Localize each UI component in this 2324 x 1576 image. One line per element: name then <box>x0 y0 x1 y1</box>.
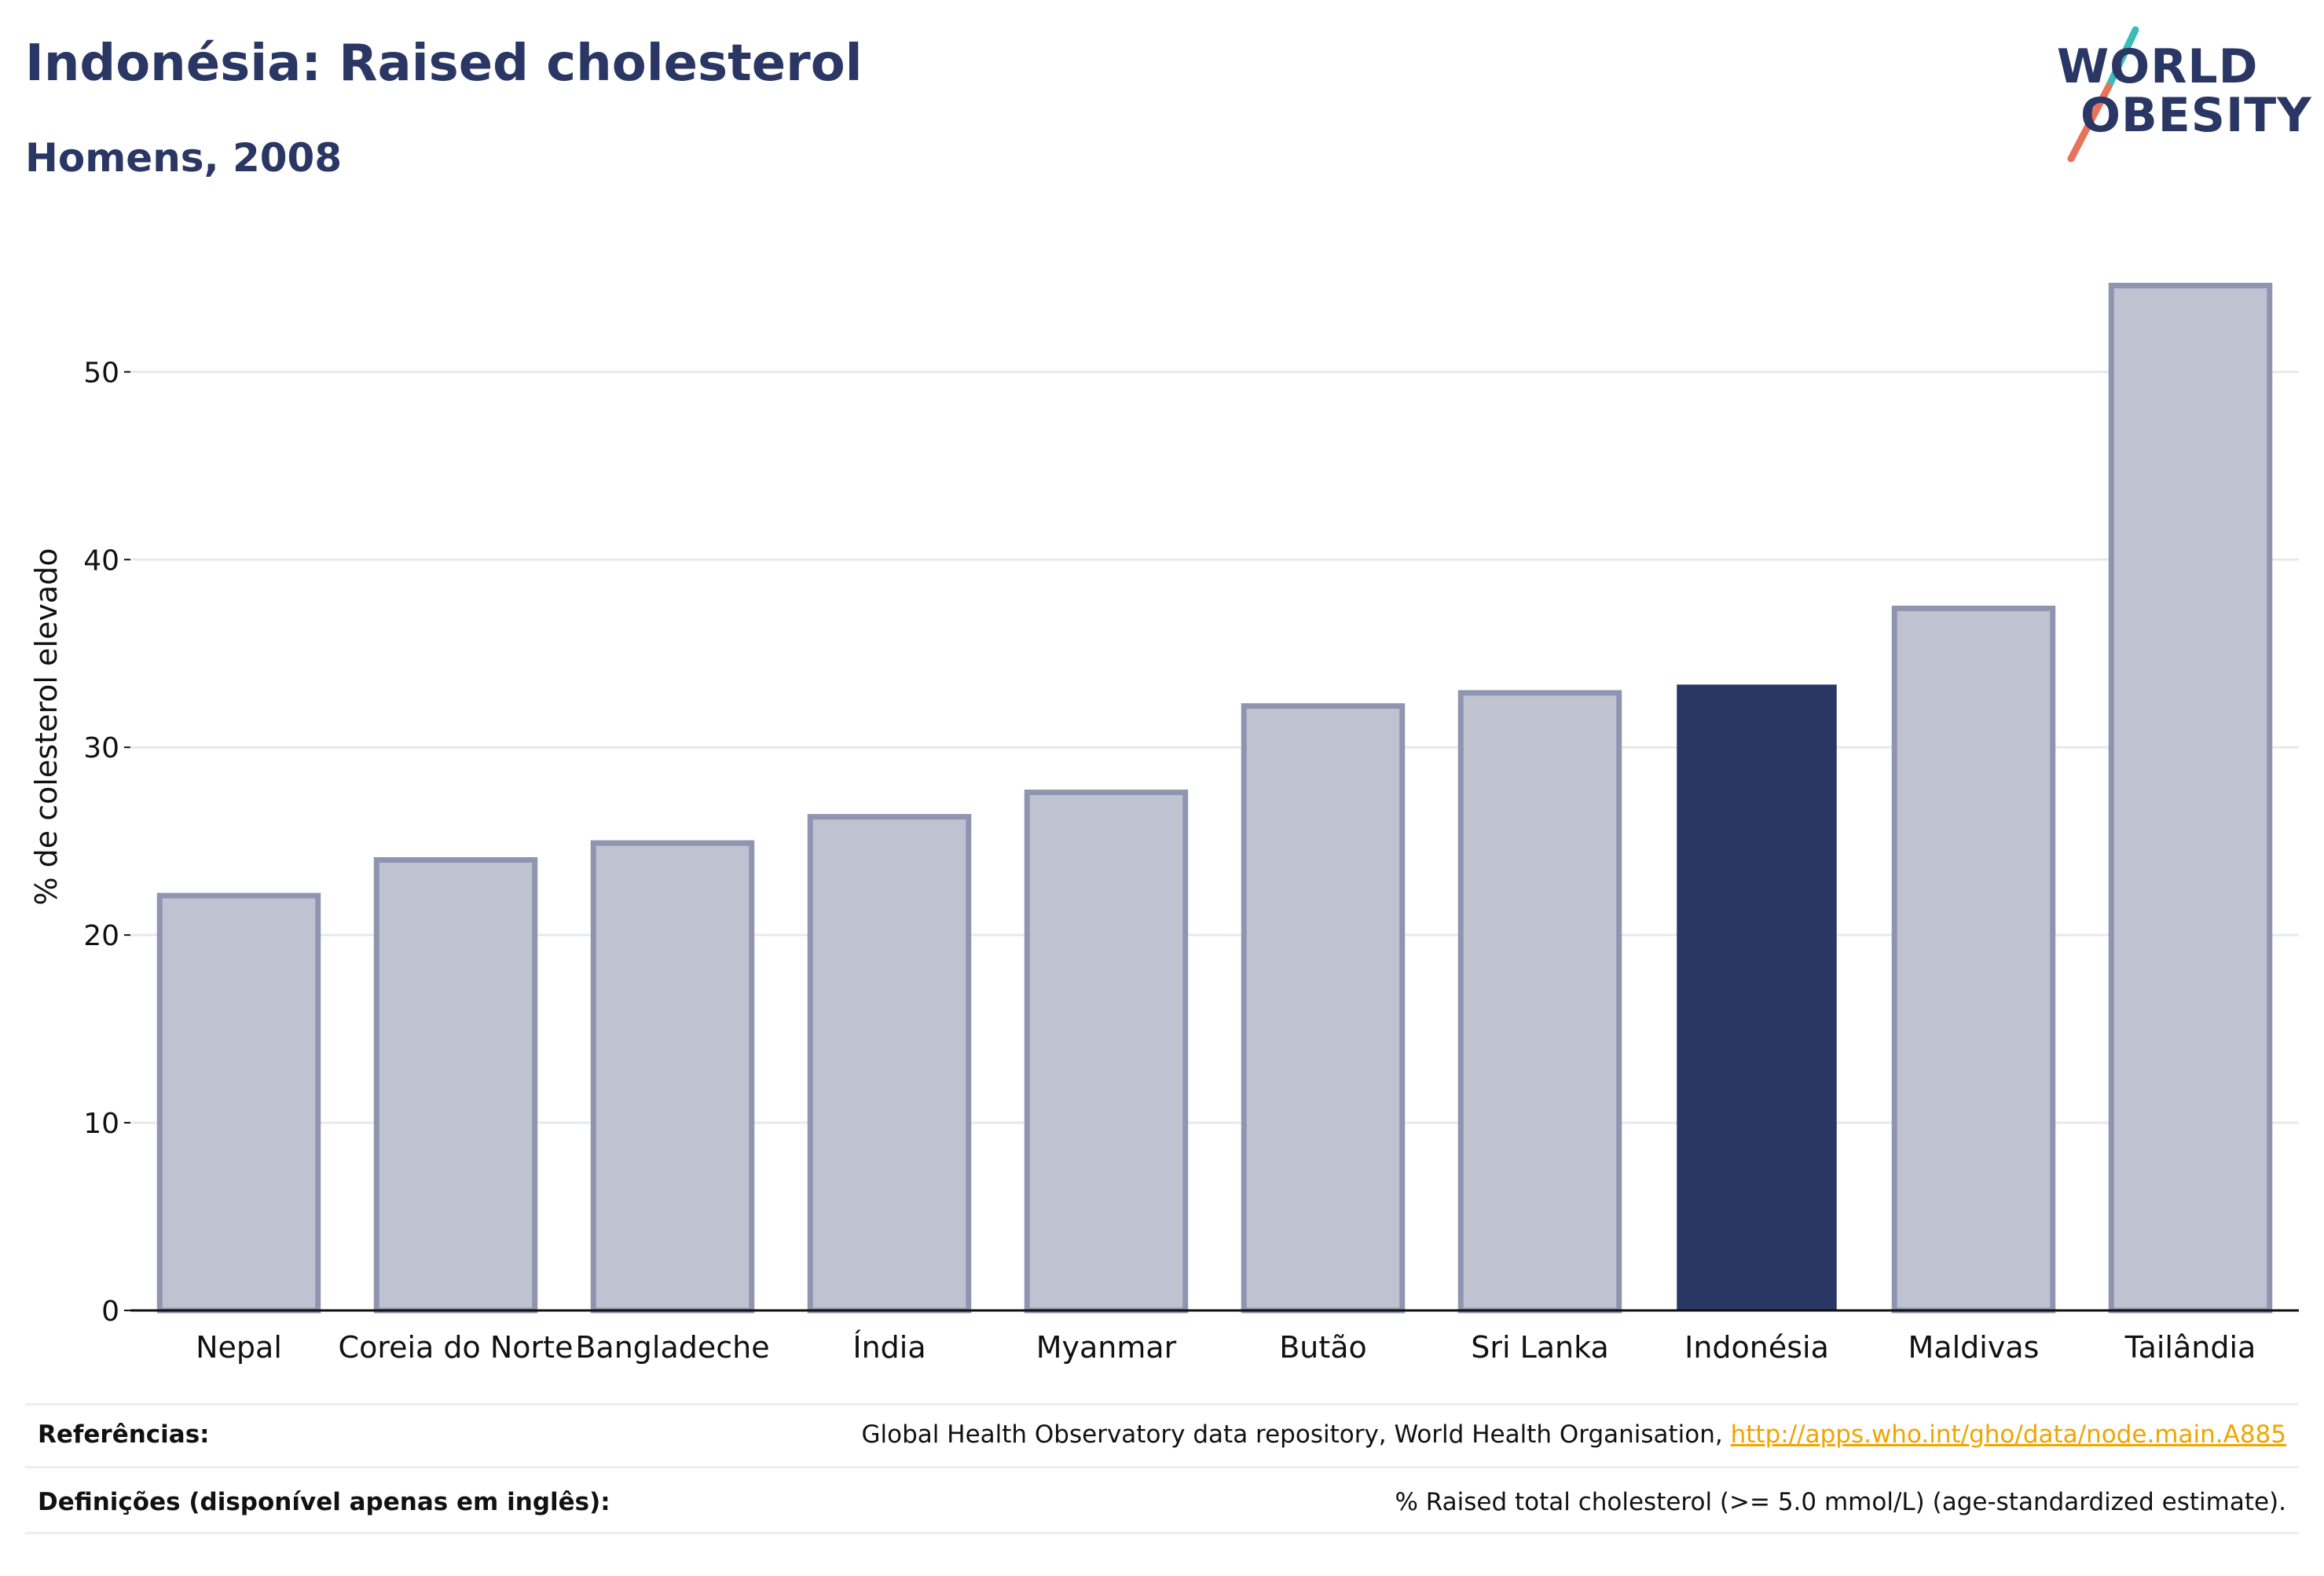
bar <box>1024 790 1189 1314</box>
logo-slash-icon <box>2067 26 2139 163</box>
axes: 0 10 20 30 40 50 Nepal Coreia do Norte Bangladec… <box>83 357 2299 1365</box>
y-tick-label: 20 <box>83 920 119 952</box>
definitions-value: % Raised total cholesterol (>= 5.0 mmol/… <box>1395 1488 2286 1516</box>
bar <box>2108 282 2273 1314</box>
x-tick-label: Butão <box>1279 1330 1367 1365</box>
bar <box>807 814 972 1314</box>
bar <box>373 857 538 1314</box>
chart-title: Indonésia: Raised cholesterol <box>25 35 863 93</box>
references-value: Global Health Observatory data repositor… <box>862 1420 2286 1449</box>
bar-chart: 0 10 20 30 40 50 Nepal Coreia do Norte Bangladec… <box>29 282 2299 1365</box>
bar <box>1457 690 1622 1314</box>
logo-text-obesity: OBESITY <box>2080 88 2312 143</box>
bar <box>1241 703 1406 1314</box>
x-tick-label: Nepal <box>196 1330 282 1365</box>
y-tick-label: 0 <box>101 1296 119 1328</box>
bar-highlight <box>1677 684 1837 1311</box>
chart-subtitle: Homens, 2008 <box>25 135 343 181</box>
x-tick-label: Tailândia <box>2124 1330 2256 1365</box>
bar <box>1891 605 2056 1314</box>
references-text: Global Health Observatory data repositor… <box>861 1420 1731 1449</box>
y-tick-label: 30 <box>83 732 119 764</box>
x-tick-label: Maldivas <box>1908 1330 2040 1365</box>
footer-definitions-row: Definições (disponível apenas em inglês)… <box>25 1488 2299 1535</box>
x-tick-label: Myanmar <box>1036 1330 1177 1365</box>
bars <box>156 282 2273 1314</box>
y-tick-label: 40 <box>83 544 119 577</box>
bar <box>156 892 321 1314</box>
x-tick-label: Índia <box>852 1330 926 1365</box>
bar <box>590 840 755 1314</box>
y-tick-label: 50 <box>83 357 119 389</box>
references-label: Referências: <box>38 1420 210 1449</box>
footer-divider-bottom <box>25 1532 2299 1534</box>
x-tick-label: Bangladeche <box>575 1330 769 1365</box>
footer-references-row: Referências: Global Health Observatory d… <box>25 1420 2299 1468</box>
footer-divider-top <box>25 1403 2299 1406</box>
y-tick-label: 10 <box>83 1108 119 1140</box>
x-tick-label: Coreia do Norte <box>339 1330 574 1365</box>
footer-divider-middle <box>25 1466 2299 1468</box>
references-link[interactable]: http://apps.who.int/gho/data/node.main.A… <box>1730 1420 2286 1449</box>
x-tick-label: Indonésia <box>1684 1330 1829 1365</box>
y-axis-label: % de colesterol elevado <box>29 548 64 905</box>
world-obesity-logo[interactable]: WORLD OBESITY <box>2043 24 2312 165</box>
definitions-label: Definições (disponível apenas em inglês)… <box>38 1488 610 1516</box>
logo-text-world: WORLD <box>2057 39 2259 94</box>
x-tick-label: Sri Lanka <box>1471 1330 1609 1365</box>
